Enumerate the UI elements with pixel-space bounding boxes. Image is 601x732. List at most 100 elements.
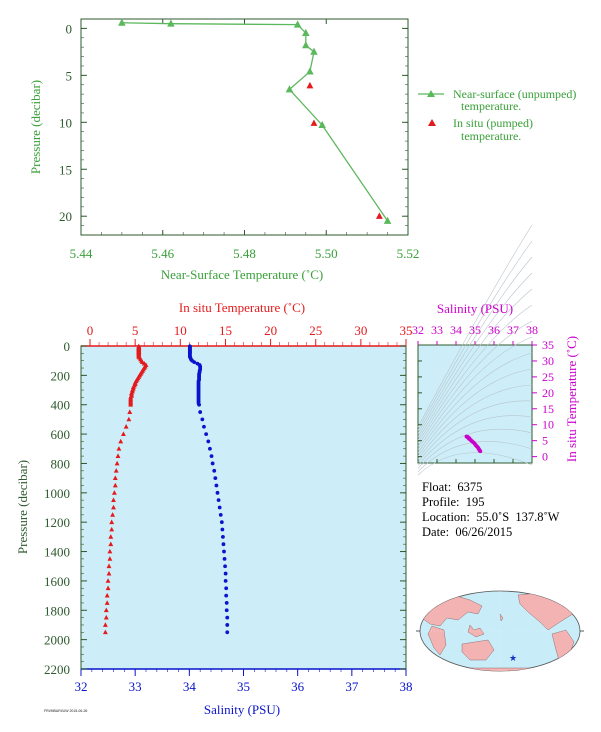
temperature-tick-label: 30 (354, 323, 367, 338)
temperature-point (105, 578, 111, 583)
temperature-point (123, 424, 129, 429)
near-surface-y-ticks: 0 5 10 15 20 (59, 21, 408, 236)
ts-temperature-tick-label: 35 (542, 338, 554, 352)
pressure-tick-label: 0 (64, 339, 71, 354)
near-surface-x-label: Near-Surface Temperature (˚C) (161, 267, 323, 282)
near-surface-x-tick-label: 5.52 (397, 246, 420, 261)
profile-plot-frame (80, 345, 407, 670)
near-surface-y-tick-label: 20 (59, 209, 72, 224)
salinity-tick-label: 34 (183, 679, 197, 694)
ts-temperature-tick-label: 0 (542, 450, 548, 464)
salinity-point (223, 571, 228, 576)
unpumped-temperature-line (121, 22, 389, 222)
profile-marks (102, 343, 230, 635)
ts-density-contour (417, 441, 533, 473)
pressure-tick-label: 1200 (44, 515, 70, 530)
pressure-tick-label: 200 (51, 368, 71, 383)
salinity-point (198, 410, 203, 414)
ts-temperature-tick-label: 25 (542, 370, 554, 384)
salinity-point (222, 549, 226, 554)
ts-density-contour (417, 352, 533, 453)
temperature-point (111, 490, 117, 495)
salinity-point (221, 542, 226, 547)
near-surface-x-tick-label: 5.46 (151, 246, 174, 261)
ts-density-contour (417, 304, 533, 444)
pumped-temperature-point (310, 119, 318, 126)
ts-density-contour (417, 415, 533, 466)
ts-density-contour (417, 272, 533, 437)
ts-temperature-label: In situ Temperature (˚C) (564, 336, 579, 462)
temperature-point (106, 563, 112, 569)
ts-salinity-tick-label: 32 (412, 323, 424, 337)
unpumped-temperature-point (306, 67, 314, 75)
temperature-tick-label: 25 (309, 323, 322, 338)
legend-label-unpumped-1: Near-surface (unpumped) (453, 87, 576, 101)
legend-label-pumped-2: temperature. (461, 129, 521, 143)
ts-point (471, 440, 475, 445)
salinity-tick-label: 35 (237, 679, 250, 694)
salinity-point (224, 593, 229, 598)
profile-panel: 0 5 10 15 20 25 30 35 32 33 34 35 36 37 38 0 200 400 600… (15, 300, 413, 717)
temperature-point (103, 614, 109, 620)
salinity-point (224, 601, 229, 605)
salinity-ticks: 32 33 34 35 36 37 38 (75, 669, 413, 694)
unpumped-temperature-point (310, 47, 318, 55)
temperature-point (109, 519, 115, 525)
temperature-point (102, 629, 108, 635)
temperature-point (107, 556, 113, 561)
temperature-tick-label: 15 (219, 323, 232, 338)
legend-triangle-red (428, 119, 436, 126)
float-info: Float: 6375 Profile: 195 Location: 55.0˚… (422, 480, 559, 540)
salinity-tick-label: 37 (345, 679, 359, 694)
ts-salinity-tick-label: 33 (431, 323, 443, 337)
profile-number: Profile: 195 (422, 495, 485, 509)
salinity-point (225, 630, 230, 635)
temperature-point (103, 607, 109, 613)
temperature-point (118, 438, 124, 444)
near-surface-panel: 5.44 5.46 5.48 5.50 5.52 0 5 10 15 20 Near-Surfa… (28, 18, 420, 282)
float-location: Location: 55.0˚S 137.8˚W (422, 510, 560, 524)
float-id: Float: 6375 (422, 480, 483, 494)
salinity-point (217, 505, 222, 510)
ts-salinity-tick-label: 37 (507, 323, 519, 337)
salinity-point (223, 564, 227, 569)
ts-density-contour (417, 384, 533, 460)
pumped-temperature-point (306, 81, 314, 89)
unpumped-temperature-point (318, 120, 326, 129)
temperature-point (114, 460, 120, 466)
ts-density-contours (417, 224, 533, 476)
unpumped-temperature-point (285, 85, 294, 93)
float-location-star-icon: ★ (509, 654, 517, 664)
salinity-point (220, 527, 225, 532)
unpumped-temperature-point (383, 216, 392, 224)
salinity-point (204, 432, 209, 436)
near-surface-y-tick-label: 5 (66, 68, 73, 83)
near-surface-y-label: Pressure (decibar) (28, 80, 43, 174)
unpumped-temperature-point (302, 28, 310, 37)
temperature-point (104, 592, 110, 598)
temperature-point (110, 512, 116, 517)
ts-density-contour (417, 240, 533, 431)
ts-density-contour (417, 368, 533, 456)
temperature-point (113, 468, 119, 473)
ts-marks (464, 434, 483, 454)
pressure-tick-label: 1000 (44, 486, 70, 501)
ts-density-contour (417, 320, 533, 447)
salinity-point (219, 520, 224, 525)
temperature-tick-label: 10 (174, 323, 187, 338)
pressure-tick-label: 1800 (44, 603, 70, 618)
ts-temperature-tick-label: 20 (542, 386, 554, 400)
ts-diagram-panel: 32 33 34 35 36 37 38 0 5 10 15 20 25 30 35 Salinity (… (412, 224, 579, 476)
temperature-point (126, 416, 132, 422)
salinity-tick-label: 38 (400, 679, 413, 694)
temperature-point (111, 504, 116, 510)
pressure-ticks: 0 200 400 600 800 1000 1200 1400 1600 1800 2000 220… (44, 339, 406, 677)
pressure-tick-label: 2000 (44, 633, 70, 648)
salinity-tick-label: 36 (291, 679, 305, 694)
salinity-point (214, 483, 219, 488)
temperature-point (109, 526, 115, 532)
salinity-point (197, 402, 201, 407)
ts-density-contour (417, 400, 533, 463)
temperature-tick-label: 20 (264, 323, 277, 338)
